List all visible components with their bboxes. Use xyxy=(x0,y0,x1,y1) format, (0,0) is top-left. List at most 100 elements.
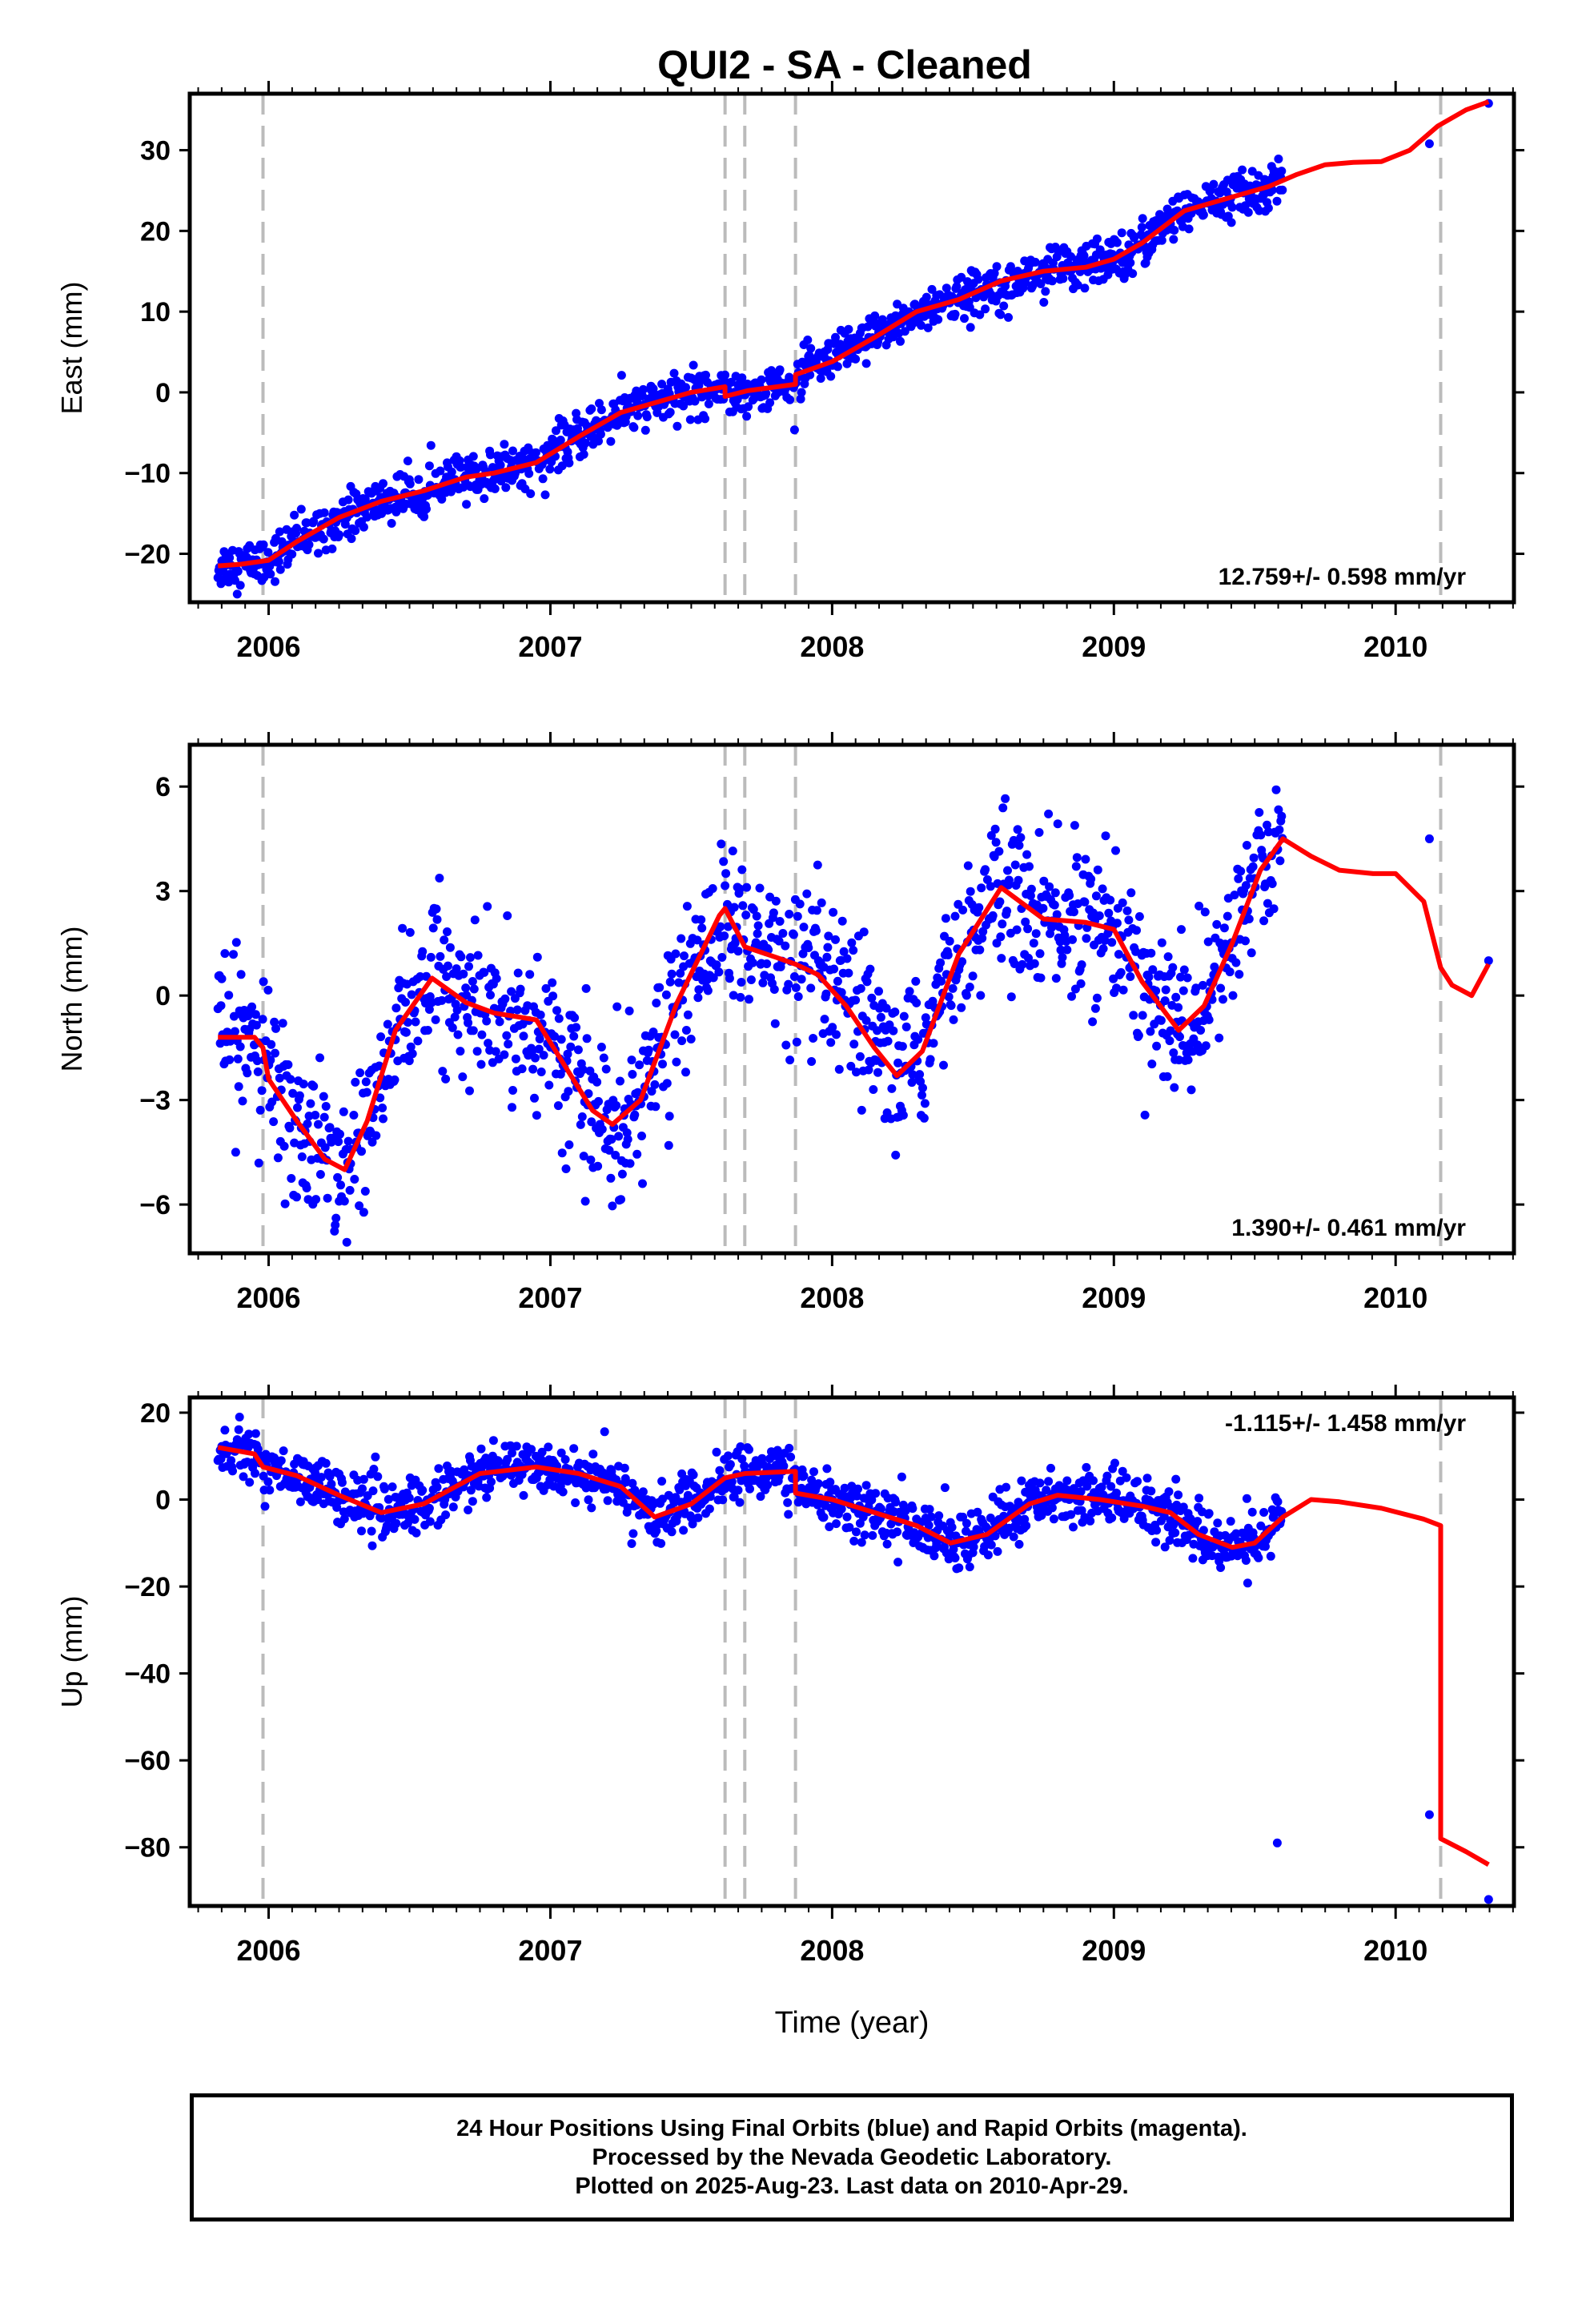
data-point xyxy=(596,405,606,415)
data-point xyxy=(571,1498,580,1507)
footer-line-1: 24 Hour Positions Using Final Orbits (bl… xyxy=(456,2116,1247,2141)
data-point xyxy=(784,1510,793,1519)
data-point xyxy=(1140,1110,1150,1120)
data-point xyxy=(436,951,445,961)
data-point xyxy=(976,991,986,1000)
data-point xyxy=(998,803,1008,813)
data-point xyxy=(715,1466,725,1475)
data-point xyxy=(753,921,763,931)
data-point xyxy=(832,1030,841,1039)
data-point xyxy=(847,938,857,947)
data-point xyxy=(852,1527,861,1537)
data-point xyxy=(720,931,729,941)
data-point xyxy=(765,398,775,408)
data-point xyxy=(1098,884,1107,894)
y-tick-label: 10 xyxy=(140,297,171,328)
data-point xyxy=(319,1092,328,1101)
data-point xyxy=(1161,985,1170,995)
data-point xyxy=(737,1454,747,1464)
data-point xyxy=(908,1070,917,1080)
data-point xyxy=(883,1036,893,1046)
data-point xyxy=(1152,1041,1162,1051)
data-point xyxy=(524,468,534,478)
data-point xyxy=(274,557,283,566)
data-point xyxy=(856,983,865,993)
data-point xyxy=(745,1484,754,1494)
data-point xyxy=(280,1199,290,1208)
data-point xyxy=(1278,185,1287,195)
data-point xyxy=(1080,897,1090,907)
data-point xyxy=(1051,974,1061,983)
data-point xyxy=(677,934,686,943)
data-point xyxy=(950,1554,960,1562)
data-point xyxy=(803,336,813,344)
data-point xyxy=(986,882,995,891)
data-point xyxy=(672,1057,681,1067)
data-point xyxy=(500,994,510,1003)
data-point xyxy=(744,402,753,412)
x-tick-label: 2008 xyxy=(800,1934,864,1967)
data-point xyxy=(853,1491,861,1501)
data-point xyxy=(825,1522,834,1531)
data-point xyxy=(343,1136,353,1146)
data-point xyxy=(1177,925,1186,935)
data-point xyxy=(757,375,766,384)
data-point xyxy=(453,1030,463,1039)
data-point xyxy=(435,874,444,883)
data-point xyxy=(997,954,1006,963)
data-point xyxy=(403,1518,412,1528)
data-point xyxy=(774,936,784,946)
axes-frame xyxy=(187,1395,1516,1908)
data-point xyxy=(401,998,410,1007)
data-point xyxy=(809,1467,818,1477)
data-point xyxy=(405,479,415,489)
data-point xyxy=(849,1536,859,1546)
data-point xyxy=(1126,258,1135,267)
data-point xyxy=(867,993,877,1003)
data-point xyxy=(603,1496,612,1506)
data-point xyxy=(597,1124,607,1134)
data-point xyxy=(357,1147,366,1156)
data-point xyxy=(321,1458,331,1468)
data-point xyxy=(532,1111,541,1120)
data-point xyxy=(556,436,565,444)
data-point xyxy=(1047,276,1057,286)
data-point xyxy=(911,976,921,986)
data-point xyxy=(901,1506,910,1515)
data-point xyxy=(861,359,871,368)
data-point xyxy=(812,906,821,915)
data-point xyxy=(480,494,489,504)
data-point xyxy=(891,1150,901,1160)
data-point xyxy=(775,365,785,375)
data-point xyxy=(1203,937,1213,947)
data-point xyxy=(1029,939,1038,948)
y-tick-label: −40 xyxy=(124,1659,171,1690)
data-point xyxy=(733,1486,743,1495)
data-point xyxy=(273,1153,283,1163)
data-point xyxy=(689,1470,698,1480)
data-point xyxy=(1035,949,1045,959)
data-point xyxy=(920,1099,930,1108)
data-point xyxy=(351,526,360,536)
data-point xyxy=(644,1045,653,1055)
data-point xyxy=(1091,891,1101,901)
data-point xyxy=(599,1053,608,1063)
data-point xyxy=(789,930,798,939)
data-point xyxy=(824,931,833,941)
data-point xyxy=(490,484,500,493)
data-point xyxy=(383,1019,392,1029)
data-point xyxy=(736,992,745,1002)
data-point xyxy=(263,1477,273,1486)
data-point xyxy=(1112,919,1122,928)
data-point xyxy=(991,838,1001,847)
data-point xyxy=(331,1220,340,1230)
data-point xyxy=(1170,1528,1180,1538)
data-point xyxy=(977,883,986,893)
data-point xyxy=(303,1119,312,1128)
data-point xyxy=(403,1018,412,1027)
data-point xyxy=(930,1551,939,1561)
data-point xyxy=(816,374,825,383)
data-point xyxy=(1112,238,1122,247)
data-point xyxy=(725,1460,735,1470)
data-point xyxy=(428,923,438,933)
